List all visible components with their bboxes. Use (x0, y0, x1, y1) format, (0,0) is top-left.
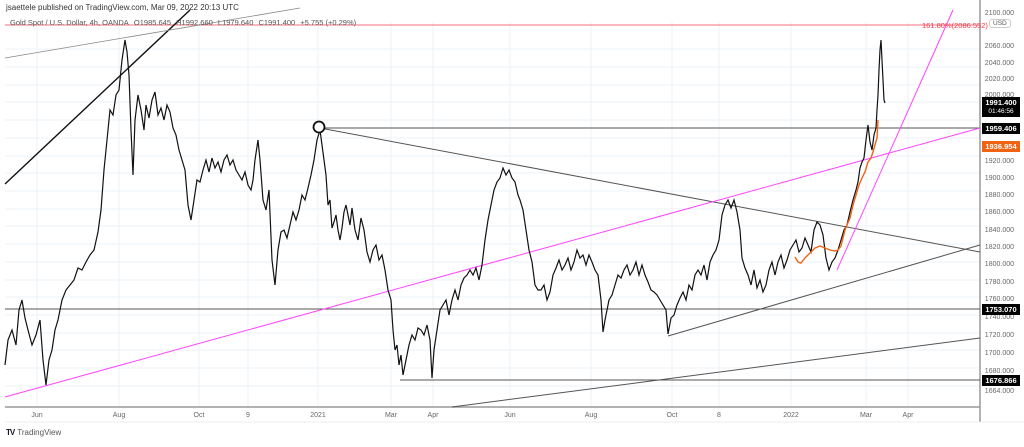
ohlc-open: O1985.645 (133, 18, 172, 27)
price-change: +5.755 (+0.29%) (300, 18, 357, 27)
trendline-triangle-top (319, 127, 981, 253)
price-tick: 1860.000 (984, 209, 1014, 216)
price-tick: 1760.000 (984, 296, 1014, 303)
ma-value-tag: 1936.954 (982, 141, 1020, 152)
price-tick: 1664.000 (984, 388, 1014, 395)
tradingview-brand: TradingView (17, 428, 62, 437)
tradingview-logo-icon: TV (6, 428, 15, 437)
price-series (4, 39, 886, 386)
pivot-circle-marker (312, 120, 326, 134)
level-tag-1959: 1959.406 (982, 123, 1020, 134)
time-tick: Oct (193, 412, 205, 419)
price-tick: 1880.000 (984, 192, 1014, 199)
level-tag-1676: 1676.866 (982, 375, 1020, 386)
ohlc-close: C1991.400 (258, 18, 296, 27)
symbol-legend: Gold Spot / U.S. Dollar, 4h, OANDA O1985… (10, 18, 359, 27)
price-tick: 1820.000 (984, 244, 1014, 251)
time-tick: Apr (902, 412, 914, 419)
time-tick: 2021 (310, 412, 326, 419)
price-tick: 1780.000 (984, 279, 1014, 286)
publisher-line: jsaettele published on TradingView.com, … (6, 3, 239, 12)
time-tick: Mar (384, 412, 398, 419)
trendline-magenta-steep (836, 9, 954, 271)
price-tick: 1800.000 (984, 261, 1014, 268)
ohlc-high: H1992.660 (176, 18, 213, 27)
level-tag-1753: 1753.070 (982, 304, 1020, 315)
symbol-name[interactable]: Gold Spot / U.S. Dollar, 4h, OANDA (10, 18, 129, 27)
tradingview-logo[interactable]: TV TradingView (6, 428, 61, 437)
time-tick: 2022 (783, 412, 799, 419)
price-tick: 1740.000 (984, 314, 1014, 321)
price-tick: 1840.000 (984, 227, 1014, 234)
trendline-triangle-bottom (667, 244, 981, 337)
time-tick: Jun (31, 412, 43, 419)
price-tick: 1920.000 (984, 158, 1014, 165)
last-price-value: 1991.400 (985, 98, 1017, 107)
price-tick: 2040.000 (984, 60, 1014, 67)
time-tick: 9 (246, 412, 250, 419)
price-tick: 2020.000 (984, 76, 1014, 83)
time-tick: Jun (504, 412, 516, 419)
grid-lines (5, 22, 980, 407)
price-tick: 1720.000 (984, 332, 1014, 339)
price-tick: 1680.000 (984, 368, 1014, 375)
price-tick: 2060.000 (984, 43, 1014, 50)
price-tick: 1900.000 (984, 175, 1014, 182)
trendline-magenta-channel (4, 127, 981, 398)
currency-badge[interactable]: USD (989, 19, 1011, 28)
trendline-upper-thin (4, 7, 301, 59)
moving-average-line (794, 119, 879, 264)
time-tick: Apr (427, 412, 439, 419)
price-tick: 2000.000 (984, 92, 1014, 99)
trendline-lower (451, 337, 981, 408)
time-tick: 8 (717, 412, 721, 419)
time-tick: Aug (584, 412, 598, 419)
time-tick: Oct (666, 412, 678, 419)
price-tick: 1700.000 (984, 350, 1014, 357)
price-tick: 2100.000 (984, 10, 1014, 17)
trendline-steep (4, 9, 191, 185)
time-tick: Aug (112, 412, 126, 419)
last-price-tag: 1991.400 01:46:56 (982, 97, 1020, 117)
fib-extension-label: 161.80%(2086.552) (922, 21, 988, 30)
ohlc-low: L1979.640 (217, 18, 254, 27)
time-tick: Mar (859, 412, 873, 419)
bar-countdown: 01:46:56 (988, 108, 1014, 115)
